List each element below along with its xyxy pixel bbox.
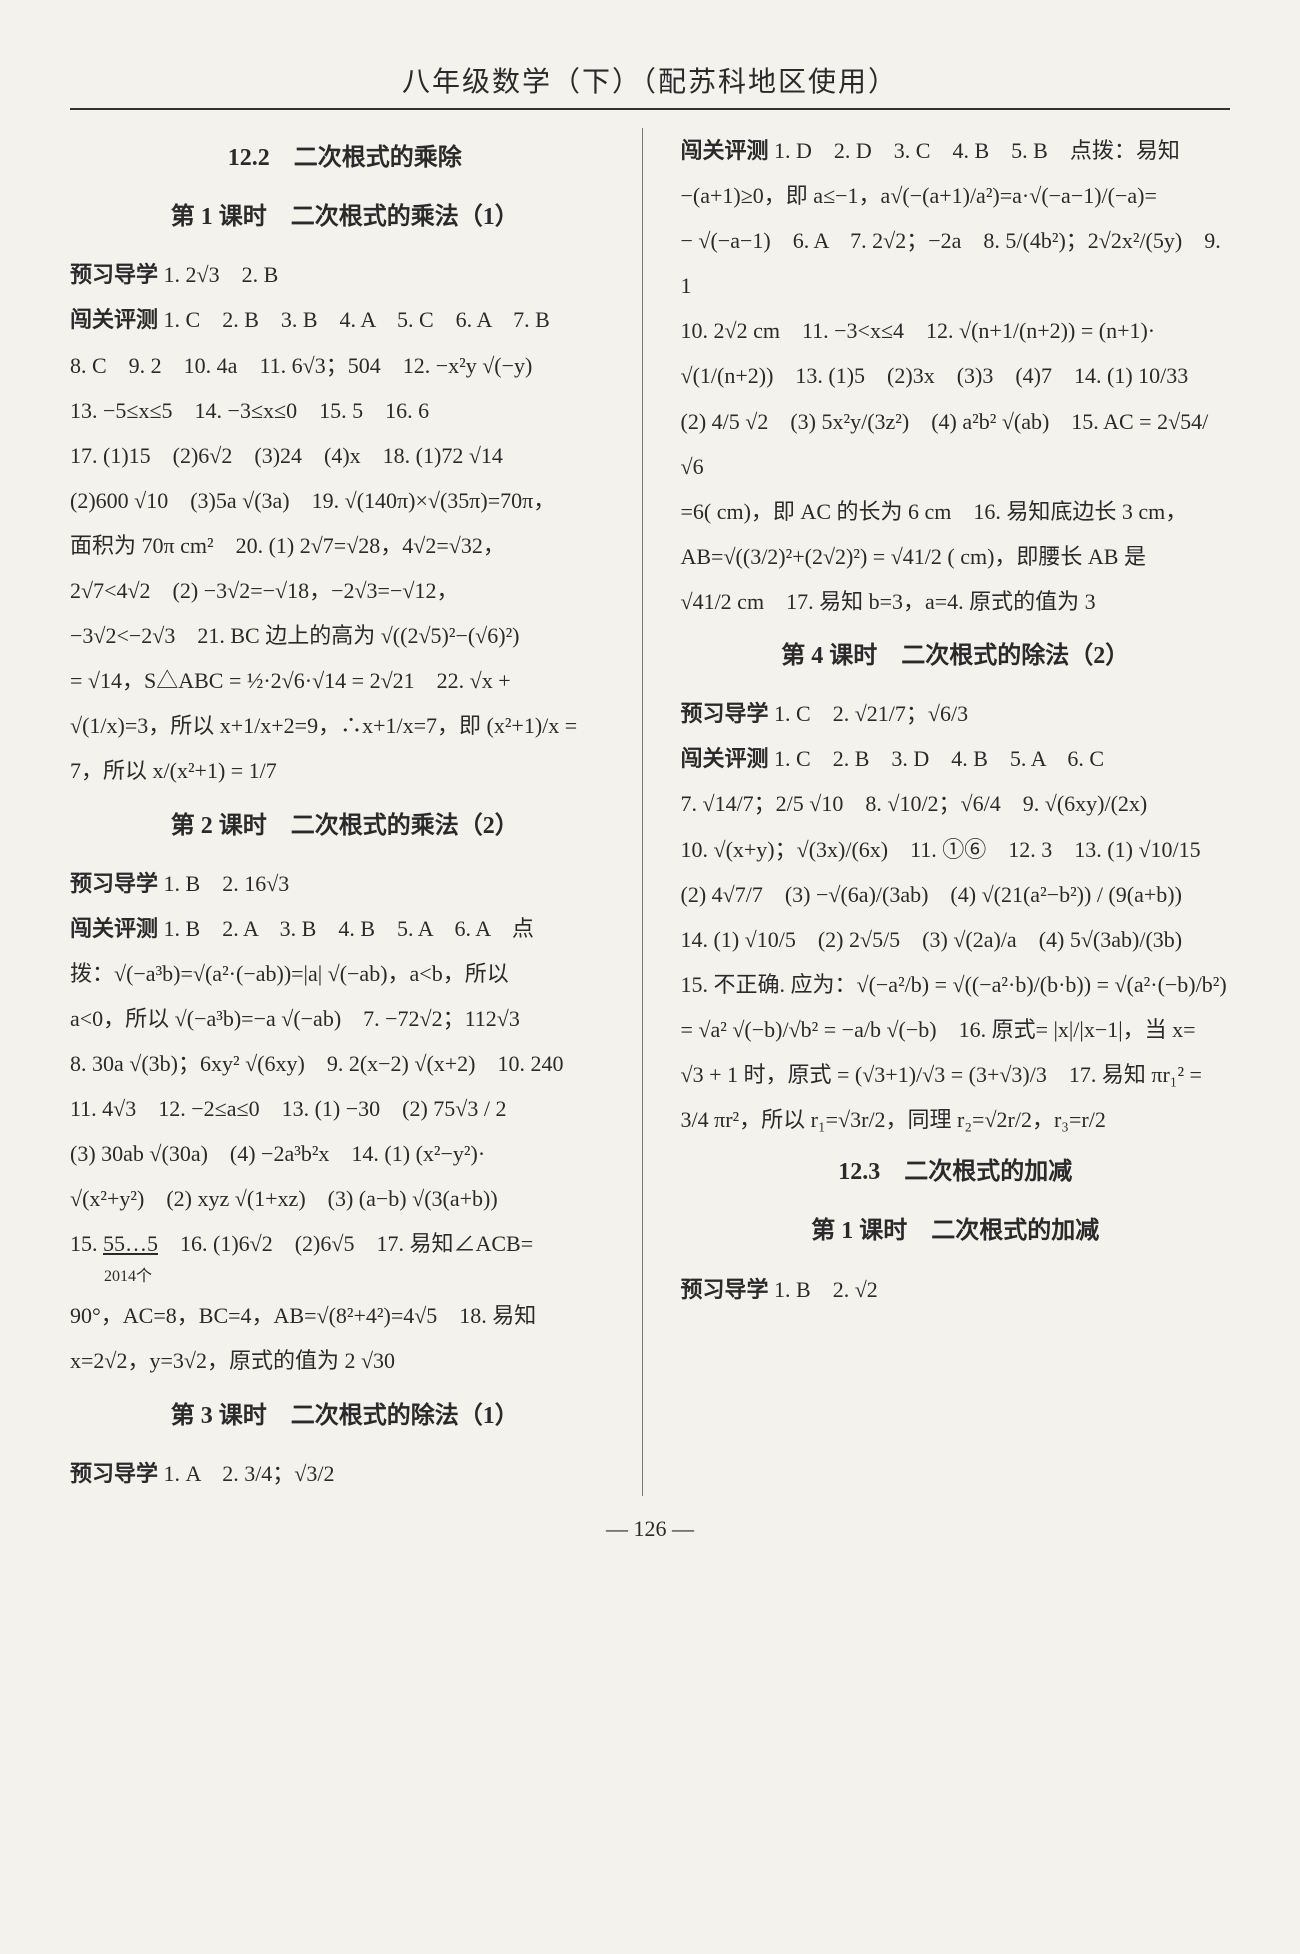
l2-preview: 预习导学 1. B 2. 16√3 [70,861,620,906]
l2-eval-10: x=2√2，y=3√2，原式的值为 2 √30 [70,1338,620,1383]
label-eval: 闯关评测 [681,138,769,163]
label-eval: 闯关评测 [70,307,158,332]
l1-eval-line: 闯关评测 1. C 2. B 3. B 4. A 5. C 6. A 7. B [70,297,620,342]
section-12-3-title: 12.3 二次根式的加减 [681,1148,1231,1197]
r-eval-7: =6( cm)，即 AC 的长为 6 cm 16. 易知底边长 3 cm， [681,489,1231,534]
label-preview: 预习导学 [70,871,158,896]
label-preview: 预习导学 [70,1461,158,1486]
r-eval-line: 闯关评测 1. D 2. D 3. C 4. B 5. B 点拨：易知 [681,128,1231,173]
page-number: — 126 — [70,1516,1230,1542]
l1-eval-3: 13. −5≤x≤5 14. −3≤x≤0 15. 5 16. 6 [70,388,620,433]
r-eval-1: 1. D 2. D 3. C 4. B 5. B 点拨：易知 [774,138,1180,163]
l1-eval-7: 2√7<4√2 (2) −3√2=−√18，−2√3=−√12， [70,568,620,613]
r-eval-5: √(1/(n+2)) 13. (1)5 (2)3x (3)3 (4)7 14. … [681,353,1231,398]
l2-eval-2: 拨：√(−a³b)=√(a²·(−ab))=|a| √(−ab)，a<b，所以 [70,951,620,996]
l1-eval-10: √(1/x)=3，所以 x+1/x+2=9，∴x+1/x=7，即 (x²+1)/… [70,703,620,748]
r-eval-8: AB=√((3/2)²+(2√2)²) = √41/2 ( cm)，即腰长 AB… [681,534,1231,579]
l1-preview-text: 1. 2√3 2. B [164,262,279,287]
l2-eval-line: 闯关评测 1. B 2. A 3. B 4. B 5. A 6. A 点 [70,906,620,951]
l4-eval-2: 7. √14/7；2/5 √10 8. √10/2；√6/4 9. √(6xy)… [681,781,1231,826]
l2-eval-4: 8. 30a √(3b)；6xy² √(6xy) 9. 2(x−2) √(x+2… [70,1041,620,1086]
l1-eval-2: 8. C 9. 2 10. 4a 11. 6√3；504 12. −x²y √(… [70,343,620,388]
label-preview: 预习导学 [681,1277,769,1302]
section-12-2-title: 12.2 二次根式的乘除 [70,134,620,183]
l1-preview: 预习导学 1. 2√3 2. B [70,252,620,297]
lesson-3-title: 第 3 课时 二次根式的除法（1） [70,1392,620,1441]
label-preview: 预习导学 [681,701,769,726]
l2-eval-6: (3) 30ab √(30a) (4) −2a³b²x 14. (1) (x²−… [70,1131,620,1176]
label-preview: 预习导学 [70,262,158,287]
l1-eval-9: = √14，S△ABC = ½·2√6·√14 = 2√21 22. √x + [70,658,620,703]
l4-eval-9: 3/4 πr²，所以 r₁=√3r/2，同理 r₂=√2r/2，r₃=r/2 [681,1097,1231,1142]
l2-eval-8c: 16. (1)6√2 (2)6√5 17. 易知∠ACB= [158,1231,533,1256]
l1-eval-11: 7，所以 x/(x²+1) = 1/7 [70,748,620,793]
l4-eval-8: √3 + 1 时，原式 = (√3+1)/√3 = (3+√3)/3 17. 易… [681,1052,1231,1097]
l5-preview-text: 1. B 2. √2 [774,1277,878,1302]
lesson-1-title: 第 1 课时 二次根式的乘法（1） [70,193,620,242]
columns: 12.2 二次根式的乘除 第 1 课时 二次根式的乘法（1） 预习导学 1. 2… [70,128,1230,1496]
l4-preview: 预习导学 1. C 2. √21/7；√6/3 [681,691,1231,736]
left-column: 12.2 二次根式的乘除 第 1 课时 二次根式的乘法（1） 预习导学 1. 2… [70,128,643,1496]
label-eval: 闯关评测 [681,746,769,771]
l1-eval-6: 面积为 70π cm² 20. (1) 2√7=√28，4√2=√32， [70,523,620,568]
l4-eval-line: 闯关评测 1. C 2. B 3. D 4. B 5. A 6. C [681,736,1231,781]
l1-eval-8: −3√2<−2√3 21. BC 边上的高为 √((2√5)²−(√6)²) [70,613,620,658]
r-eval-4: 10. 2√2 cm 11. −3<x≤4 12. √(n+1/(n+2)) =… [681,308,1231,353]
l1-eval-5: (2)600 √10 (3)5a √(3a) 19. √(140π)×√(35π… [70,478,620,523]
l4-preview-text: 1. C 2. √21/7；√6/3 [774,701,968,726]
lesson-5-title: 第 1 课时 二次根式的加减 [681,1207,1231,1256]
l4-eval-1: 1. C 2. B 3. D 4. B 5. A 6. C [774,746,1104,771]
l1-eval-1: 1. C 2. B 3. B 4. A 5. C 6. A 7. B [164,307,550,332]
l2-eval-7: √(x²+y²) (2) xyz √(1+xz) (3) (a−b) √(3(a… [70,1176,620,1221]
r-eval-9: √41/2 cm 17. 易知 b=3，a=4. 原式的值为 3 [681,579,1231,624]
l2-eval-8a: 15. [70,1231,103,1256]
r-eval-3: − √(−a−1) 6. A 7. 2√2；−2a 8. 5/(4b²)；2√2… [681,218,1231,308]
l1-eval-4: 17. (1)15 (2)6√2 (3)24 (4)x 18. (1)72 √1… [70,433,620,478]
l4-eval-7: = √a² √(−b)/√b² = −a/b √(−b) 16. 原式= |x|… [681,1007,1231,1052]
l4-eval-3: 10. √(x+y)；√(3x)/(6x) 11. ①⑥ 12. 3 13. (… [681,827,1231,872]
page-header: 八年级数学（下）（配苏科地区使用） [70,60,1230,110]
label-eval: 闯关评测 [70,916,158,941]
l2-preview-text: 1. B 2. 16√3 [164,871,290,896]
l4-eval-5: 14. (1) √10/5 (2) 2√5/5 (3) √(2a)/a (4) … [681,917,1231,962]
lesson-4-title: 第 4 课时 二次根式的除法（2） [681,632,1231,681]
l4-eval-6: 15. 不正确. 应为：√(−a²/b) = √((−a²·b)/(b·b)) … [681,962,1231,1007]
lesson-2-title: 第 2 课时 二次根式的乘法（2） [70,802,620,851]
l5-preview: 预习导学 1. B 2. √2 [681,1267,1231,1312]
l2-eval-5: 11. 4√3 12. −2≤a≤0 13. (1) −30 (2) 75√3 … [70,1086,620,1131]
l3-preview: 预习导学 1. A 2. 3/4；√3/2 [70,1451,620,1496]
l2-eval-9: 90°，AC=8，BC=4，AB=√(8²+4²)=4√5 18. 易知 [70,1293,620,1338]
l2-eval-8b: 55…5 [103,1231,158,1256]
right-column: 闯关评测 1. D 2. D 3. C 4. B 5. B 点拨：易知 −(a+… [673,128,1231,1496]
page: 八年级数学（下）（配苏科地区使用） 12.2 二次根式的乘除 第 1 课时 二次… [0,0,1300,1954]
l4-eval-4: (2) 4√7/7 (3) −√(6a)/(3ab) (4) √(21(a²−b… [681,872,1231,917]
l2-eval-1: 1. B 2. A 3. B 4. B 5. A 6. A 点 [164,916,534,941]
l3-preview-text: 1. A 2. 3/4；√3/2 [164,1461,335,1486]
r-eval-2: −(a+1)≥0，即 a≤−1，a√(−(a+1)/a²)=a·√(−a−1)/… [681,173,1231,218]
r-eval-6: (2) 4/5 √2 (3) 5x²y/(3z²) (4) a²b² √(ab)… [681,399,1231,489]
l2-eval-3: a<0，所以 √(−a³b)=−a √(−ab) 7. −72√2；112√3 [70,996,620,1041]
